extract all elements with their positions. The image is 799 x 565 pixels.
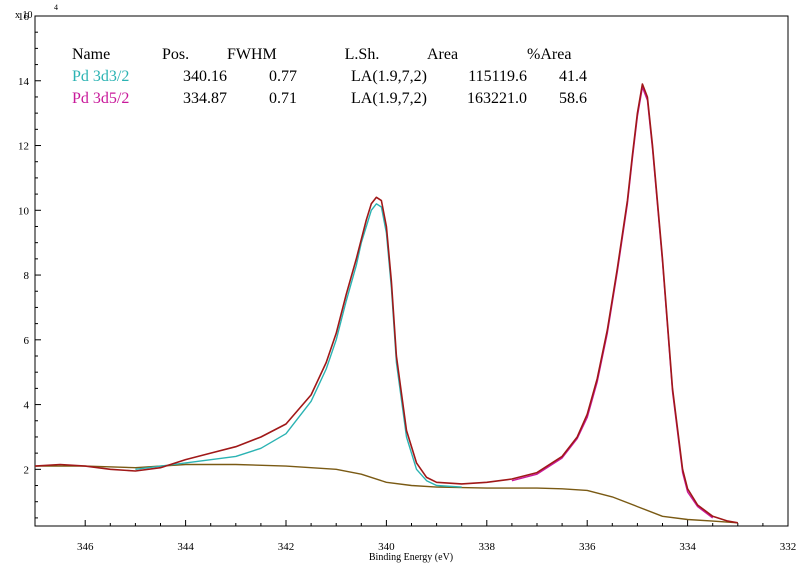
component-lsh: LA(1.9,7,2) xyxy=(351,68,427,85)
component-area: 115119.6 xyxy=(468,68,527,85)
y-tick-label: 6 xyxy=(24,335,30,347)
y-tick-label: 2 xyxy=(24,464,30,476)
x-tick-label: 336 xyxy=(579,541,596,553)
y-tick-label: 4 xyxy=(24,400,30,412)
component-fwhm: 0.71 xyxy=(269,90,297,107)
x-tick-label: 346 xyxy=(77,541,94,553)
fit-table-row: Pd 3d5/2 334.87 0.71 LA(1.9,7,2) 163221.… xyxy=(62,88,587,110)
x-tick-label: 338 xyxy=(479,541,496,553)
component-lsh: LA(1.9,7,2) xyxy=(351,90,427,107)
x-tick-label: 340 xyxy=(378,541,395,553)
axis-ticks: 346 344 342 340 338 336 334 332 2 4 6 8 10 12 14 16 xyxy=(18,11,796,553)
fit-parameters-table: Name Pos. FWHM L.Sh. Area %Area Pd 3d3/2… xyxy=(62,44,587,110)
x-tick-label: 334 xyxy=(679,541,696,553)
component-fwhm: 0.77 xyxy=(269,68,297,85)
x-tick-label: 332 xyxy=(780,541,797,553)
header-lsh: L.Sh. xyxy=(344,46,380,63)
y-tick-label: 14 xyxy=(18,76,30,88)
y-multiplier-label: x 10 xyxy=(15,10,33,21)
y-tick-label: 16 xyxy=(18,11,30,23)
x-tick-label: 344 xyxy=(177,541,194,553)
y-tick-label: 12 xyxy=(18,141,29,153)
component-pos: 340.16 xyxy=(183,68,227,85)
component-parea: 41.4 xyxy=(559,68,587,85)
fit-table-row: Pd 3d3/2 340.16 0.77 LA(1.9,7,2) 115119.… xyxy=(62,66,587,88)
x-tick-label: 342 xyxy=(278,541,295,553)
component-line xyxy=(135,203,462,488)
background-line xyxy=(35,463,738,524)
component-parea: 58.6 xyxy=(559,90,587,107)
y-tick-label: 8 xyxy=(24,270,30,282)
component-pos: 334.87 xyxy=(183,90,227,107)
header-parea: %Area xyxy=(527,46,572,63)
header-fwhm: FWHM xyxy=(227,46,277,63)
fit-table-header-row: Name Pos. FWHM L.Sh. Area %Area xyxy=(62,44,587,66)
header-pos: Pos. xyxy=(162,46,190,63)
envelope-line xyxy=(34,83,738,524)
series-layer xyxy=(34,83,738,524)
header-name: Name xyxy=(72,46,111,63)
component-name: Pd 3d3/2 xyxy=(72,68,130,85)
component-name: Pd 3d5/2 xyxy=(72,90,130,107)
y-tick-label: 10 xyxy=(18,205,30,217)
component-area: 163221.0 xyxy=(467,90,527,107)
header-area: Area xyxy=(427,46,459,63)
y-multiplier-exponent: 4 xyxy=(54,3,58,12)
x-axis-title: Binding Energy (eV) xyxy=(369,552,453,563)
